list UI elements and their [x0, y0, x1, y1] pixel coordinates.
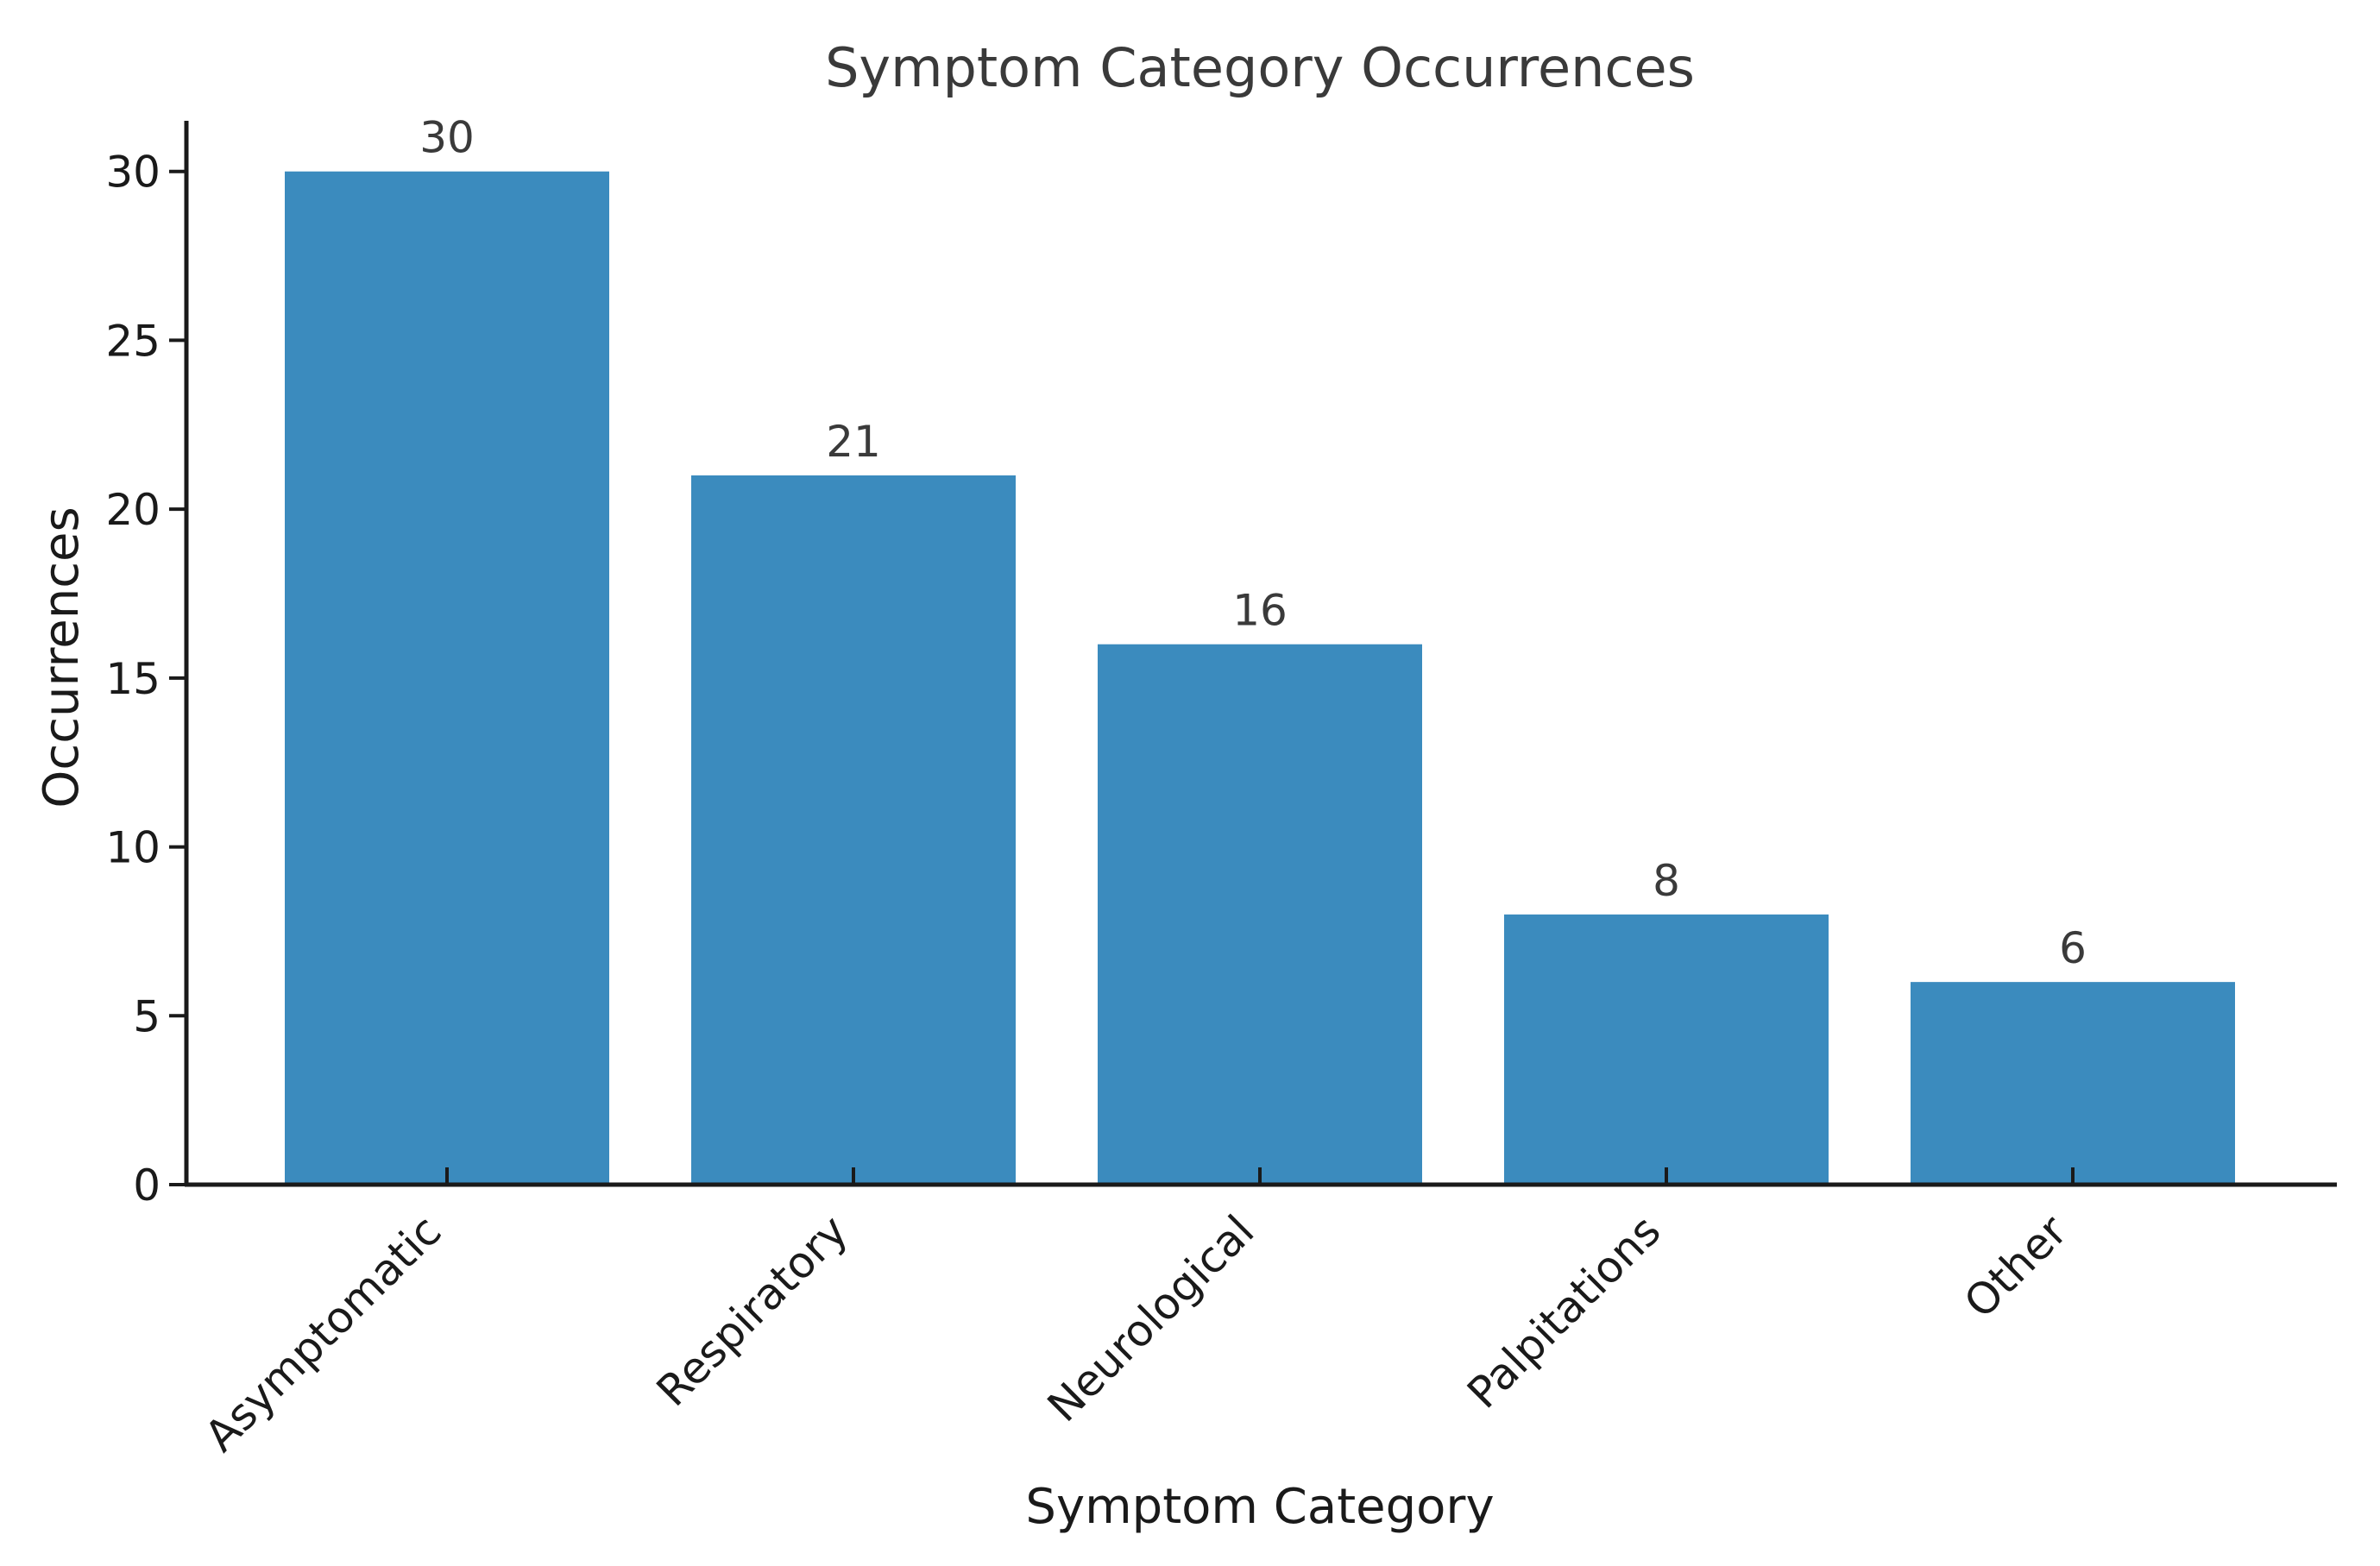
y-tick-label: 10 — [105, 823, 161, 873]
x-tick-label-palpitations: Palpitations — [1458, 1205, 1670, 1418]
bar-asymptomatic — [285, 171, 609, 1186]
data-label-palpitations: 8 — [1653, 856, 1680, 906]
y-axis-label: Occurrences — [34, 506, 90, 808]
y-axis-ticks: 0 5 10 15 20 25 30 — [105, 148, 186, 1211]
bars — [285, 171, 2235, 1186]
y-tick-label: 15 — [105, 654, 161, 704]
bar-neurological — [1098, 644, 1422, 1185]
chart-title: Symptom Category Occurrences — [825, 36, 1695, 99]
x-tick-label-respiratory: Respiratory — [647, 1205, 858, 1416]
y-tick-label: 0 — [133, 1160, 161, 1211]
bar-respiratory — [691, 475, 1016, 1185]
y-tick-label: 30 — [105, 148, 161, 198]
x-tick-label-neurological: Neurological — [1038, 1205, 1264, 1431]
x-tick-label-other: Other — [1955, 1205, 2077, 1328]
x-tick-label-asymptomatic: Asymptomatic — [195, 1205, 450, 1461]
bar-other — [1911, 982, 2235, 1185]
data-labels: 30 21 16 8 6 — [419, 113, 2087, 973]
bar-palpitations — [1504, 914, 1829, 1185]
x-axis-ticks: Asymptomatic Respiratory Neurological Palpi… — [195, 1167, 2077, 1462]
y-tick-label: 20 — [105, 485, 161, 535]
data-label-asymptomatic: 30 — [419, 113, 475, 163]
data-label-respiratory: 21 — [826, 417, 881, 467]
x-axis-label: Symptom Category — [1025, 1479, 1494, 1535]
data-label-other: 6 — [2059, 923, 2087, 973]
y-tick-label: 25 — [105, 316, 161, 366]
data-label-neurological: 16 — [1232, 586, 1288, 636]
y-tick-label: 5 — [133, 991, 161, 1041]
